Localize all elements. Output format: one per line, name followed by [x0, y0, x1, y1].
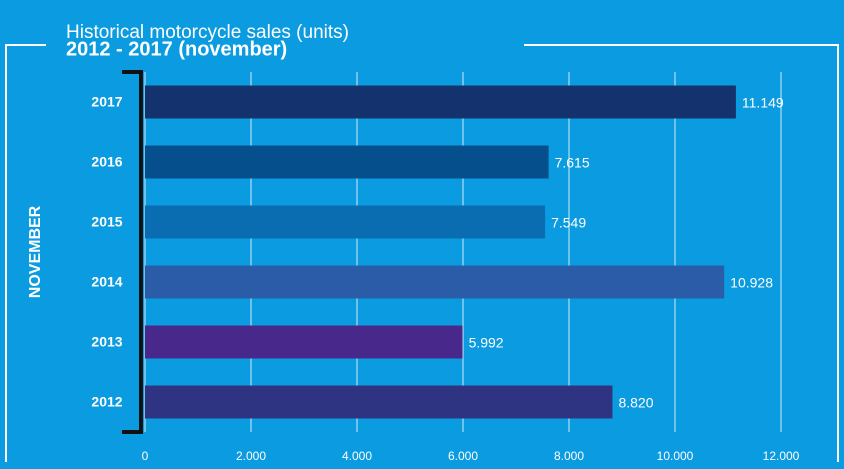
y-tick-label: 2017 [91, 94, 122, 110]
x-tick-label: 0 [142, 449, 149, 463]
bar [145, 205, 546, 239]
value-label: 11.149 [742, 95, 784, 111]
grid: 0 2.000 4.000 6.000 8.000 10.000 12.000 [142, 72, 800, 463]
value-label: 8.820 [618, 395, 653, 411]
chart-title: Historical motorcycle sales (units) [66, 22, 349, 43]
bar [145, 385, 613, 419]
y-tick-label: 2016 [91, 154, 122, 170]
y-tick-label: 2013 [91, 334, 122, 350]
x-tick-label: 4.000 [342, 449, 372, 463]
bar [145, 145, 549, 179]
x-tick-label: 10.000 [657, 449, 694, 463]
x-tick-label: 12.000 [763, 449, 800, 463]
y-tick-label: 2014 [91, 274, 122, 290]
value-label: 10.928 [730, 275, 773, 291]
bars: 2017 11.149 2016 7.615 2015 7.549 2014 10.928 20… [91, 85, 784, 419]
x-tick-label: 2.000 [236, 449, 266, 463]
value-label: 7.615 [555, 155, 590, 171]
x-tick-label: 8.000 [554, 449, 584, 463]
bar [145, 85, 736, 119]
y-axis-label: NOVEMBER [27, 205, 44, 298]
x-tick-label: 6.000 [448, 449, 478, 463]
chart-subtitle: 2012 - 2017 (november) [66, 38, 287, 60]
bracket [122, 70, 143, 434]
value-label: 7.549 [551, 215, 586, 231]
y-tick-label: 2015 [91, 214, 122, 230]
bar [145, 325, 463, 359]
frame [5, 44, 839, 462]
bar [145, 265, 725, 299]
y-tick-label: 2012 [91, 394, 122, 410]
value-label: 5.992 [469, 335, 504, 351]
